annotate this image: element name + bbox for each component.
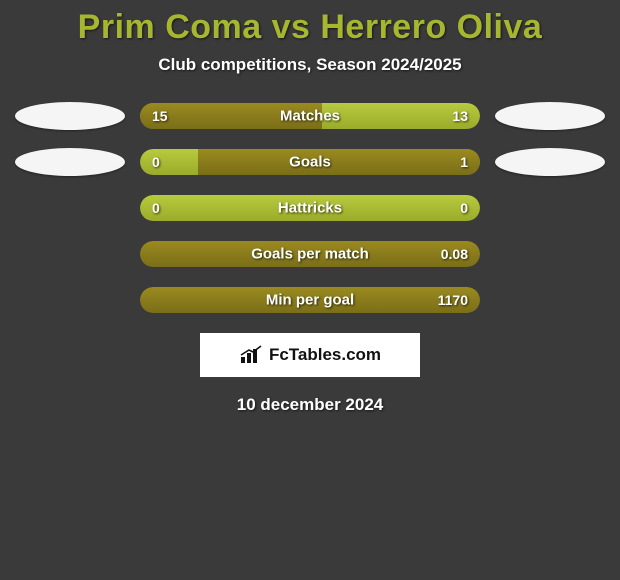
bar-label: Goals xyxy=(289,154,331,171)
left-side xyxy=(0,148,140,176)
bar-value-right: 1170 xyxy=(438,292,468,308)
player-right-ellipse xyxy=(495,102,605,130)
stat-bar: Min per goal 1170 xyxy=(140,287,480,313)
stat-bar: Goals per match 0.08 xyxy=(140,241,480,267)
stat-bar: Matches 15 13 xyxy=(140,103,480,129)
player-right-ellipse xyxy=(495,148,605,176)
stat-row: Goals 0 1 xyxy=(0,149,620,175)
chart-icon xyxy=(239,345,263,365)
bar-label: Matches xyxy=(280,108,340,125)
subtitle: Club competitions, Season 2024/2025 xyxy=(0,55,620,75)
bar-fill-right xyxy=(198,149,480,175)
bar-label: Min per goal xyxy=(266,292,354,309)
brand-text: FcTables.com xyxy=(269,345,381,365)
stat-row: Matches 15 13 xyxy=(0,103,620,129)
player-left-ellipse xyxy=(15,102,125,130)
stat-row: Goals per match 0.08 xyxy=(0,241,620,267)
bar-value-right: 13 xyxy=(452,108,468,124)
right-side xyxy=(480,102,620,130)
bar-value-right: 1 xyxy=(460,154,468,170)
stat-row: Min per goal 1170 xyxy=(0,287,620,313)
player-left-ellipse xyxy=(15,148,125,176)
bar-value-left: 15 xyxy=(152,108,168,124)
right-side xyxy=(480,148,620,176)
stat-rows: Matches 15 13 Goals 0 1 Hattricks 0 0 Goals per m… xyxy=(0,103,620,313)
stat-bar: Hattricks 0 0 xyxy=(140,195,480,221)
bar-label: Goals per match xyxy=(251,246,369,263)
stat-row: Hattricks 0 0 xyxy=(0,195,620,221)
bar-value-left: 0 xyxy=(152,154,160,170)
date-text: 10 december 2024 xyxy=(0,395,620,415)
brand-badge[interactable]: FcTables.com xyxy=(200,333,420,377)
bar-value-right: 0.08 xyxy=(441,246,468,262)
left-side xyxy=(0,102,140,130)
bar-value-left: 0 xyxy=(152,200,160,216)
page-title: Prim Coma vs Herrero Oliva xyxy=(0,8,620,47)
bar-label: Hattricks xyxy=(278,200,342,217)
comparison-card: Prim Coma vs Herrero Oliva Club competit… xyxy=(0,0,620,415)
stat-bar: Goals 0 1 xyxy=(140,149,480,175)
bar-value-right: 0 xyxy=(460,200,468,216)
